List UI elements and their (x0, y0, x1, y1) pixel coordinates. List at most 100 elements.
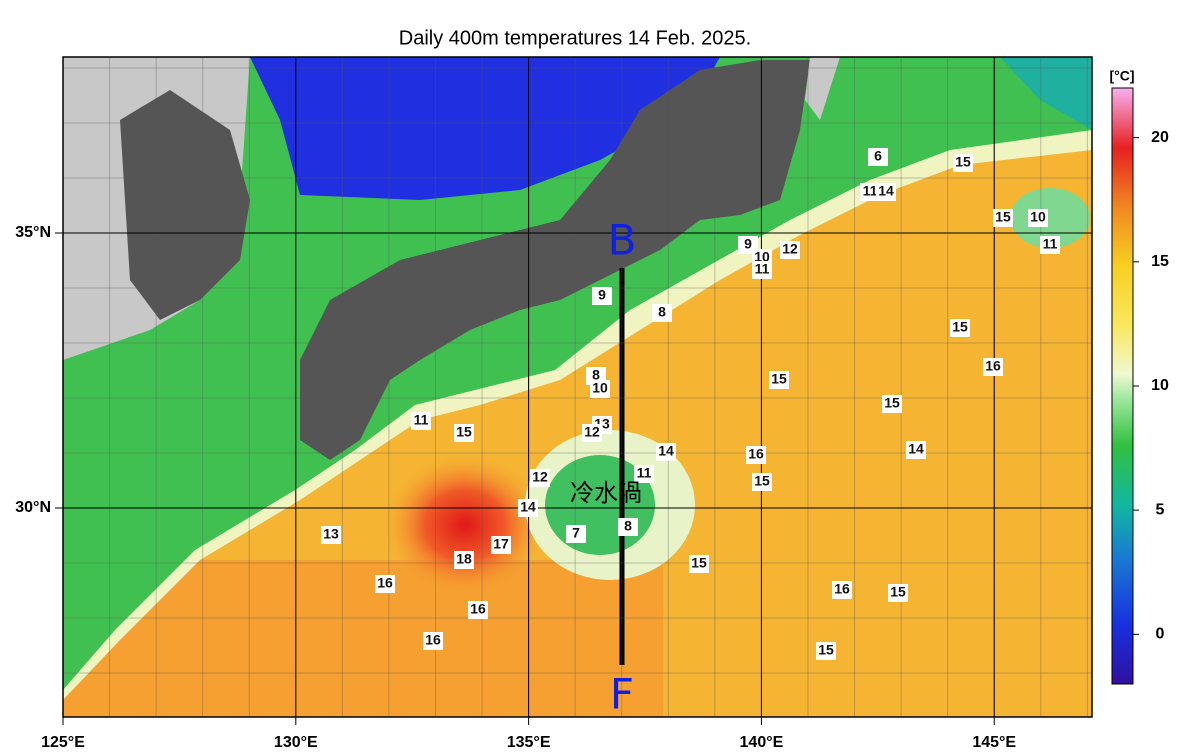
contour-label-bg (993, 209, 1013, 227)
colorbar-tick-label: 0 (1156, 626, 1165, 643)
sea-of-japan (250, 57, 720, 200)
japan (300, 60, 810, 460)
map-frame (62, 56, 1093, 718)
contour-label-bg (590, 380, 610, 398)
contour-label-bg (375, 575, 395, 593)
title: Daily 400m temperatures 14 Feb. 2025. (399, 27, 751, 49)
colorbar-tick-label: 5 (1156, 501, 1165, 518)
contour-label: 14 (658, 443, 674, 459)
contour-label-bg (746, 446, 766, 464)
lon-tick-label: 145°E (972, 734, 1016, 751)
contour-label: 15 (955, 154, 971, 170)
contour-label-bg (689, 555, 709, 573)
lon-tick-label: 125°E (41, 734, 85, 751)
annotation: F (610, 670, 634, 719)
contour-label-bg (1028, 209, 1048, 227)
contour-label: 10 (1030, 209, 1046, 225)
contour-label-bg (882, 395, 902, 413)
contour-label-bg (566, 525, 586, 543)
contour-label: 12 (532, 469, 548, 485)
contour-label-bg (950, 319, 970, 337)
contour-label-bg (582, 424, 602, 442)
contour-label-bg (816, 642, 836, 660)
colorbar-tick-label: 10 (1151, 377, 1169, 394)
contour-label: 12 (584, 424, 600, 440)
contour-label-bg (634, 465, 654, 483)
contour-label: 10 (754, 249, 770, 265)
contour-label-bg (983, 358, 1003, 376)
contour-label: 15 (754, 473, 770, 489)
contour-label: 15 (691, 555, 707, 571)
contour-label: 16 (748, 446, 764, 462)
contour-label-bg (530, 469, 550, 487)
contour-label-bg (832, 581, 852, 599)
map-area (63, 57, 1092, 717)
contour-label: 7 (572, 525, 580, 541)
colorbar-unit: [°C] (1109, 68, 1134, 84)
lat-tick-label: 30°N (15, 499, 51, 516)
contour-label: 11 (414, 412, 429, 428)
contour-label: 15 (890, 584, 906, 600)
lon-tick-label: 135°E (507, 734, 551, 751)
contour-label-bg (906, 441, 926, 459)
cold-water (63, 57, 1092, 690)
colorbar-tick-label: 20 (1151, 129, 1169, 146)
contour-label-bg (876, 183, 896, 201)
contour-label: 14 (878, 183, 894, 199)
contour-label: 8 (658, 304, 666, 320)
annotation: B (608, 216, 637, 265)
contour-label: 14 (908, 441, 924, 457)
colorbar (1111, 87, 1134, 685)
contour-label: 9 (744, 236, 752, 252)
contour-label: 16 (985, 358, 1001, 374)
contour-label-bg (411, 412, 431, 430)
contour-label: 10 (592, 380, 608, 396)
contour-label: 15 (771, 371, 787, 387)
contour-label: 18 (456, 551, 472, 567)
contour-label: 11 (755, 261, 770, 277)
contour-label: 6 (874, 148, 882, 164)
contour-label-bg (592, 287, 612, 305)
contour-label-bg (468, 601, 488, 619)
lat-tick-label: 35°N (15, 224, 51, 241)
contour-label: 15 (456, 424, 472, 440)
contour-label-bg (454, 551, 474, 569)
contour-label-bg (888, 584, 908, 602)
contour-label: 16 (425, 632, 441, 648)
contour-label: 15 (995, 209, 1011, 225)
contour-label: 17 (493, 536, 509, 552)
contour-label-bg (860, 183, 880, 201)
contour-label-bg (780, 241, 800, 259)
contour-label-bg (518, 499, 538, 517)
contour-label-bg (769, 371, 789, 389)
contour-label-bg (752, 261, 772, 279)
contour-label-bg (868, 148, 888, 166)
contour-label-bg (454, 424, 474, 442)
contour-label: 15 (818, 642, 834, 658)
contour-label-bg (491, 536, 511, 554)
contour-label-bg (656, 443, 676, 461)
contour-label-bg (752, 473, 772, 491)
cold-water-north (1000, 57, 1092, 130)
lon-tick-label: 140°E (740, 734, 784, 751)
contour-label: 15 (952, 319, 968, 335)
korea (120, 90, 250, 320)
contour-label: 11 (1043, 236, 1058, 252)
warm-eddy (385, 455, 545, 595)
contour-label: 13 (323, 526, 339, 542)
contour-label: 11 (863, 183, 878, 199)
contour-label: 11 (637, 465, 652, 481)
contour-label-bg (423, 632, 443, 650)
contour-label: 9 (598, 287, 606, 303)
contour-label: 14 (520, 499, 536, 515)
contour-label: 16 (470, 601, 486, 617)
contour-label-bg (953, 154, 973, 172)
contour-label: 8 (624, 518, 632, 534)
contour-label: 15 (884, 395, 900, 411)
contour-label: 8 (592, 367, 600, 383)
colorbar-tick-label: 15 (1151, 253, 1169, 270)
annotation: 冷水渦 (570, 479, 642, 507)
contour-label-bg (321, 526, 341, 544)
contour-label: 16 (377, 575, 393, 591)
